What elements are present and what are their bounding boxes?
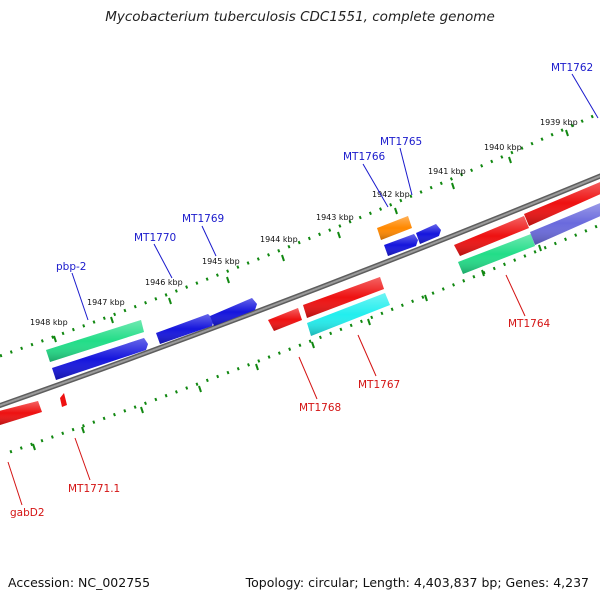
forward-leaders [71, 73, 599, 321]
gene-feature[interactable] [307, 293, 390, 336]
gene-label[interactable]: pbp-2 [56, 261, 86, 273]
scale-label: 1946 kbp [145, 278, 183, 287]
accession-label: Accession: NC_002755 [8, 575, 151, 590]
gene-feature[interactable] [384, 234, 418, 256]
gene-label[interactable]: MT1766 [343, 151, 386, 163]
scale-label: 1945 kbp [202, 257, 240, 266]
topology-label: Topology: circular; Length: 4,403,837 bp… [245, 575, 589, 590]
gene-feature[interactable] [268, 308, 302, 331]
scale-label: 1939 kbp [540, 118, 578, 127]
gene-feature[interactable] [524, 180, 600, 226]
map-title: Mycobacterium tuberculosis CDC1551, comp… [105, 9, 495, 25]
gene-feature[interactable] [156, 314, 214, 344]
major-ticks-upper [53, 129, 569, 343]
scale-line-upper [0, 111, 600, 358]
gene-feature[interactable] [52, 338, 148, 380]
reverse-genes [0, 180, 600, 425]
gene-label[interactable]: MT1769 [182, 213, 224, 225]
scale-label: 1942 kbp [372, 190, 410, 199]
scale-label: 1948 kbp [30, 318, 68, 327]
scale-labels: 1939 kbp 1940 kbp 1941 kbp 1942 kbp 1943… [30, 118, 578, 327]
gene-feature[interactable] [458, 234, 535, 274]
gene-label[interactable]: MT1767 [358, 379, 400, 391]
gene-label[interactable]: MT1762 [551, 62, 593, 74]
gene-label[interactable]: MT1770 [134, 232, 176, 244]
gene-label[interactable]: gabD2 [10, 507, 45, 519]
scale-label: 1944 kbp [260, 235, 298, 244]
gene-feature[interactable] [530, 201, 600, 245]
gene-label[interactable]: MT1765 [380, 136, 422, 148]
major-ticks-lower [32, 244, 542, 451]
gene-label[interactable]: MT1764 [508, 318, 551, 330]
scale-label: 1940 kbp [484, 143, 522, 152]
scale-label: 1947 kbp [87, 298, 125, 307]
gene-feature[interactable] [377, 216, 412, 240]
backbone [0, 173, 600, 409]
gene-feature[interactable] [454, 216, 529, 256]
gene-feature[interactable] [416, 224, 441, 244]
reverse-labels: MT1764 MT1767 MT1768 MT1771.1 gabD2 [10, 318, 551, 519]
gene-feature[interactable] [46, 320, 144, 362]
gene-label[interactable]: MT1771.1 [68, 483, 120, 495]
gene-feature[interactable] [303, 277, 384, 318]
scale-label: 1943 kbp [316, 213, 354, 222]
scale-label: 1941 kbp [428, 167, 466, 176]
gene-feature[interactable] [210, 298, 257, 326]
gene-label[interactable]: MT1768 [299, 402, 341, 414]
reverse-leaders [7, 274, 526, 506]
gene-feature[interactable] [0, 401, 42, 425]
forward-genes [46, 216, 441, 380]
gene-feature[interactable] [60, 393, 67, 407]
forward-labels: MT1762 MT1765 MT1766 MT1769 MT1770 pbp-2 [56, 62, 593, 273]
